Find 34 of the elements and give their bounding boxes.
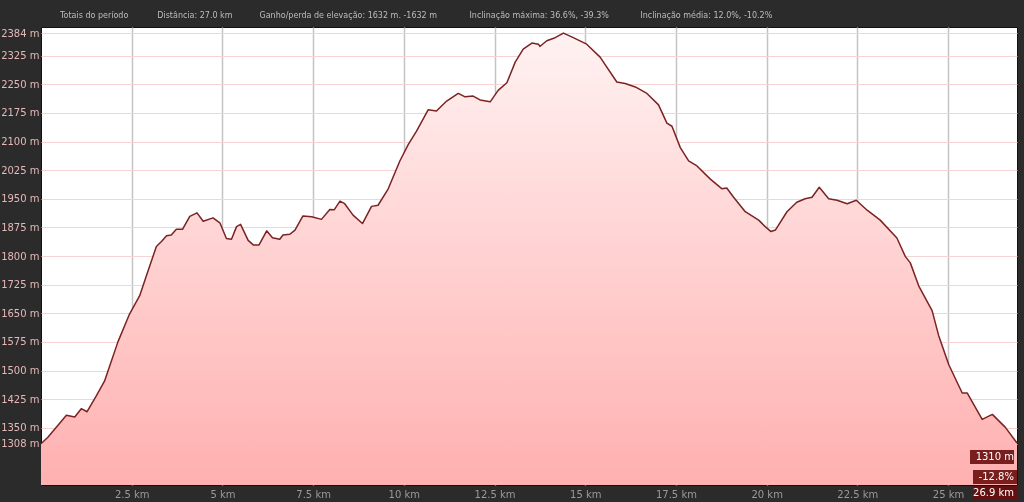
x-tick-label: 22.5 km	[837, 488, 879, 500]
x-tick-label: 2.5 km	[114, 488, 150, 500]
x-tick-label: 5 km	[210, 488, 236, 500]
x-tick-label: 10 km	[388, 488, 421, 500]
annotation: 1310 m	[975, 451, 1014, 463]
y-tick-label: 1500 m	[1, 365, 40, 376]
y-tick-label: 1308 m	[1, 438, 40, 450]
y-tick-label: 1875 m	[1, 221, 40, 233]
text: Distância: 27.0 km	[157, 11, 233, 20]
x-tick-label: 20 km	[751, 488, 783, 500]
x-tick-label: 12.5 km	[474, 488, 516, 500]
y-tick-label: 2175 m	[1, 107, 40, 119]
y-tick-label: 2250 m	[1, 78, 40, 90]
x-tick-label: 7.5 km	[296, 488, 331, 500]
x-tick-label: 25 km	[932, 488, 965, 500]
y-tick-label: 2384 m	[1, 27, 40, 39]
annotation: -12.8%	[978, 471, 1014, 482]
y-tick-label: 1350 m	[1, 422, 40, 434]
x-tick-label: 15 km	[570, 488, 602, 500]
text: 26.9 km	[973, 487, 1014, 498]
y-tick-label: 1575 m	[1, 336, 40, 348]
y-tick-label: 2025 m	[1, 164, 40, 176]
x-tick-label: 17.5 km	[655, 488, 697, 500]
y-tick-label: 1950 m	[1, 193, 40, 205]
y-tick-label: 1425 m	[1, 393, 40, 405]
y-tick-label: 2325 m	[1, 50, 40, 62]
y-tick-label: 1650 m	[1, 307, 40, 319]
text: Inclinação média: 12.0%, -10.2%	[640, 10, 773, 20]
text: Ganho/perda de elevação: 1632 m. -1632 m	[259, 11, 438, 20]
text: Inclinação máxima: 36.6%, -39.3%	[469, 11, 610, 20]
y-tick-label: 1725 m	[1, 279, 40, 291]
text: Totais do período	[59, 11, 129, 20]
y-tick-label: 1800 m	[1, 250, 40, 262]
y-tick-label: 2100 m	[1, 136, 40, 147]
